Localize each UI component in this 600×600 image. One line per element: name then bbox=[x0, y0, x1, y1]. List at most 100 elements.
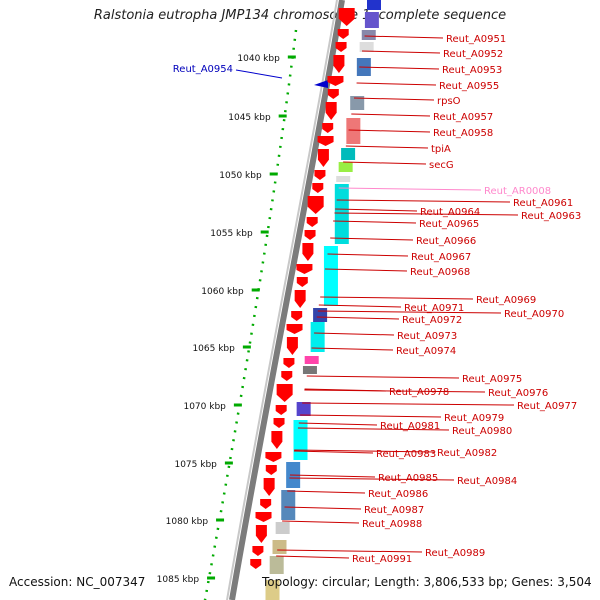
left-gene-marker bbox=[314, 80, 328, 88]
cog-block bbox=[338, 162, 353, 172]
cog-block bbox=[364, 12, 379, 28]
gene-leader-line bbox=[324, 268, 408, 272]
gene-label: rpsO bbox=[437, 96, 461, 107]
cog-block bbox=[272, 540, 287, 554]
gene-leader-line bbox=[317, 310, 502, 314]
gene-label: Reut_A0964 bbox=[420, 207, 480, 218]
gene-arrow bbox=[327, 76, 344, 86]
gene-leader-line bbox=[277, 549, 423, 553]
gene-label: Reut_A0973 bbox=[397, 331, 457, 342]
gene-leader-line bbox=[348, 129, 431, 133]
cog-block bbox=[367, 0, 381, 10]
gene-leader-line bbox=[318, 304, 402, 308]
gene-leader-line bbox=[304, 388, 387, 392]
gene-label: Reut_A0958 bbox=[433, 128, 493, 139]
gene-arrow bbox=[296, 277, 308, 287]
gene-label: Reut_A0984 bbox=[457, 476, 517, 487]
gene-arrow bbox=[250, 559, 262, 569]
gene-leader-line bbox=[356, 82, 437, 86]
cog-block bbox=[269, 556, 284, 574]
gene-label: Reut_A0979 bbox=[444, 413, 504, 424]
gene-label: Reut_A0980 bbox=[452, 426, 512, 437]
gene-arrow bbox=[304, 230, 316, 240]
gene-leader-line bbox=[314, 332, 395, 336]
scale-tick-label: 1070 kbp bbox=[183, 402, 226, 412]
gene-label: Reut_A0952 bbox=[443, 49, 503, 60]
scale-tick-label: 1065 kbp bbox=[192, 344, 235, 354]
gene-arrow bbox=[276, 384, 293, 402]
gene-label: Reut_A0957 bbox=[433, 112, 493, 123]
scale-tick-label: 1080 kbp bbox=[166, 517, 209, 527]
gene-leader-line bbox=[304, 389, 486, 393]
gene-arrow bbox=[283, 358, 295, 368]
gene-arrow bbox=[255, 512, 272, 522]
gene-leader-line bbox=[351, 113, 431, 117]
gene-leader-line bbox=[298, 422, 378, 426]
gene-label: Reut_A0967 bbox=[411, 252, 471, 263]
gene-label: Reut_AR0008 bbox=[484, 186, 551, 197]
gene-leader-line bbox=[282, 520, 360, 524]
map-title: Ralstonia eutropha JMP134 chromosome 1, … bbox=[93, 8, 507, 23]
gene-arrow bbox=[252, 546, 264, 556]
cog-block bbox=[302, 366, 317, 374]
gene-arrow bbox=[263, 478, 275, 496]
gene-label: Reut_A0985 bbox=[378, 473, 438, 484]
gene-label: Reut_A0977 bbox=[517, 401, 577, 412]
gene-label: Reut_A0986 bbox=[368, 489, 428, 500]
gene-arrow bbox=[307, 196, 324, 214]
cog-block bbox=[293, 420, 308, 460]
gene-leader-line bbox=[359, 66, 440, 70]
gene-leader-line bbox=[345, 145, 429, 149]
gene-leader-line bbox=[294, 449, 435, 453]
gene-leader-line bbox=[276, 555, 350, 559]
cog-block bbox=[346, 118, 361, 144]
gene-arrow bbox=[260, 499, 272, 509]
gene-arrow bbox=[312, 183, 324, 193]
gene-arrow bbox=[265, 452, 282, 462]
gene-label: Reut_A0982 bbox=[437, 448, 497, 459]
left-leader-line bbox=[235, 69, 283, 79]
gene-leader-line bbox=[284, 506, 362, 510]
gene-leader-line bbox=[306, 375, 460, 379]
gene-leader-line bbox=[293, 450, 374, 454]
gene-arrow bbox=[302, 243, 314, 261]
gene-arrow bbox=[271, 431, 283, 449]
gene-label: Reut_A0981 bbox=[380, 421, 440, 432]
scale-tick-label: 1060 kbp bbox=[201, 287, 244, 297]
gene-label: Reut_A0966 bbox=[416, 236, 476, 247]
gene-leader-line bbox=[289, 477, 455, 481]
gene-label: Reut_A0955 bbox=[439, 81, 499, 92]
scale-tick-label: 1040 kbp bbox=[237, 54, 280, 64]
scale-tick-label: 1075 kbp bbox=[174, 460, 217, 470]
gene-label: Reut_A0951 bbox=[446, 34, 506, 45]
gene-arrow bbox=[317, 136, 334, 146]
gene-label: Reut_A0969 bbox=[476, 295, 536, 306]
gene-label: Reut_A0975 bbox=[462, 374, 522, 385]
gene-leader-line bbox=[338, 187, 482, 191]
gene-label: Reut_A0987 bbox=[364, 505, 424, 516]
genome-summary-text: Topology: circular; Length: 3,806,533 bp… bbox=[262, 575, 592, 589]
gene-label: Reut_A0983 bbox=[376, 449, 436, 460]
left-gene-label: Reut_A0954 bbox=[173, 64, 233, 75]
gene-leader-line bbox=[333, 220, 417, 224]
gene-leader-line bbox=[311, 347, 394, 351]
gene-arrow bbox=[294, 290, 306, 308]
gene-arrow bbox=[325, 102, 337, 120]
gene-label: Reut_A0968 bbox=[410, 267, 470, 278]
gene-arrow bbox=[265, 465, 277, 475]
gene-arrow bbox=[255, 525, 267, 543]
gene-label: Reut_A0989 bbox=[425, 548, 485, 559]
gene-leader-line bbox=[364, 35, 444, 39]
cog-block bbox=[359, 42, 374, 52]
gene-arrow bbox=[338, 8, 355, 26]
gene-label: Reut_A0976 bbox=[488, 388, 548, 399]
cog-block bbox=[334, 184, 349, 244]
scale-tick-label: 1055 kbp bbox=[210, 229, 253, 239]
gene-label: Reut_A0970 bbox=[504, 309, 564, 320]
gene-arrow bbox=[306, 217, 318, 227]
cog-block bbox=[341, 148, 356, 160]
gene-label: Reut_A0988 bbox=[362, 519, 422, 530]
cog-block bbox=[304, 356, 319, 364]
gene-leader-line bbox=[336, 199, 511, 203]
